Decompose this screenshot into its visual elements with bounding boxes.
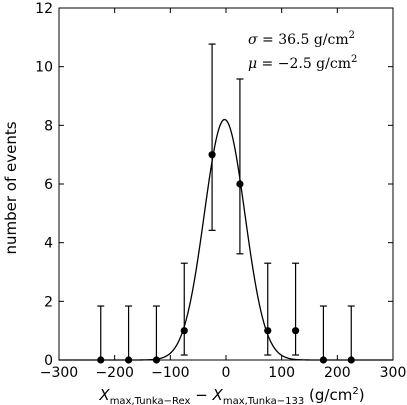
mu-annotation: μ = −2.5 g/cm2 [248, 54, 357, 72]
data-point [97, 356, 105, 364]
sigma-symbol: σ [248, 32, 258, 48]
plot-area: −300 −200 −100 0 100 200 300 0 2 4 6 8 10 12 [35, 1, 406, 381]
data-point [347, 356, 355, 364]
x-tick-label: −100 [151, 365, 189, 381]
x-axis-label-sub1: max,Tunka−Rex [110, 396, 191, 405]
y-tick-label: 8 [44, 118, 53, 134]
x-axis-label-minus: − [190, 386, 212, 404]
gaussian-fit-curve [59, 118, 393, 361]
sigma-unit-sup: 2 [349, 30, 355, 41]
sigma-annotation: σ = 36.5 g/cm2 [248, 30, 355, 48]
x-axis-label-var2: X [212, 386, 224, 404]
x-axis-label-var1: X [98, 386, 110, 404]
y-tick-label: 10 [35, 60, 53, 76]
y-axis-label: number of events [2, 121, 20, 254]
x-tick-label: 200 [324, 365, 351, 381]
mu-value: = −2.5 g/cm [257, 56, 351, 72]
data-point [208, 151, 216, 159]
data-point [291, 327, 300, 335]
y-tick-label: 12 [35, 1, 53, 17]
x-tick-label: −300 [40, 365, 78, 381]
x-axis-label: Xmax,Tunka−Rex − Xmax,Tunka−133 (g/cm2) [98, 386, 364, 405]
x-tick-label: 100 [268, 365, 295, 381]
data-point [319, 356, 328, 364]
x-axis-label-unit: (g/cm [304, 386, 352, 404]
data-point [124, 356, 133, 364]
sigma-value: = 36.5 g/cm [258, 32, 349, 48]
x-tick-label: 300 [380, 365, 407, 381]
data-point [264, 327, 272, 335]
x-axis-label-unit-sup: 2 [352, 386, 358, 397]
data-point [236, 180, 244, 188]
y-tick-label: 2 [44, 294, 53, 310]
y-tick-label: 4 [44, 236, 53, 252]
x-axis-label-unit-close: ) [359, 386, 365, 404]
mu-symbol: μ [248, 56, 257, 72]
x-tick-label: −200 [95, 365, 133, 381]
x-axis-label-sub2: max,Tunka−133 [223, 396, 304, 405]
x-tick-label: 0 [222, 365, 231, 381]
y-tick-label: 0 [44, 353, 53, 369]
data-point [152, 356, 161, 364]
data-point [180, 327, 188, 335]
y-tick-label: 6 [44, 177, 53, 193]
mu-unit-sup: 2 [351, 54, 357, 65]
